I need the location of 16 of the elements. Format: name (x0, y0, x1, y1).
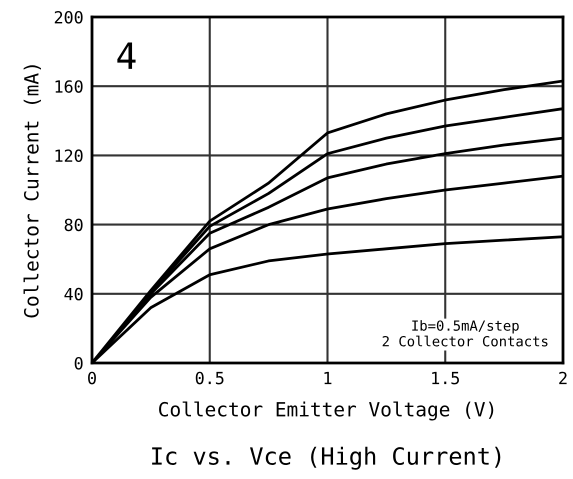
x-tick-label: 2 (559, 372, 567, 384)
x-tick-label: 0 (88, 372, 96, 384)
y-tick-label: 200 (54, 11, 83, 24)
y-tick-label: 40 (64, 288, 83, 300)
x-tick-label: 0.5 (196, 372, 224, 384)
x-axis-title: Collector Emitter Voltage (V) (159, 401, 494, 420)
y-tick-label: 0 (74, 357, 83, 370)
text: Ic vs. Vce (High Current) (152, 446, 500, 470)
y-tick-label: 160 (56, 80, 83, 93)
y-axis-title: Collector Current (mA) (24, 65, 41, 318)
y-tick-label: 80 (64, 218, 83, 232)
y-tick-label: 120 (56, 149, 83, 162)
annotation: 4 (117, 42, 136, 69)
x-tick-label: 1 (324, 372, 332, 384)
annotation: Ib=0.5mA/step 2 Collector Contacts (382, 320, 548, 346)
x-tick-label: 1.5 (432, 372, 459, 384)
